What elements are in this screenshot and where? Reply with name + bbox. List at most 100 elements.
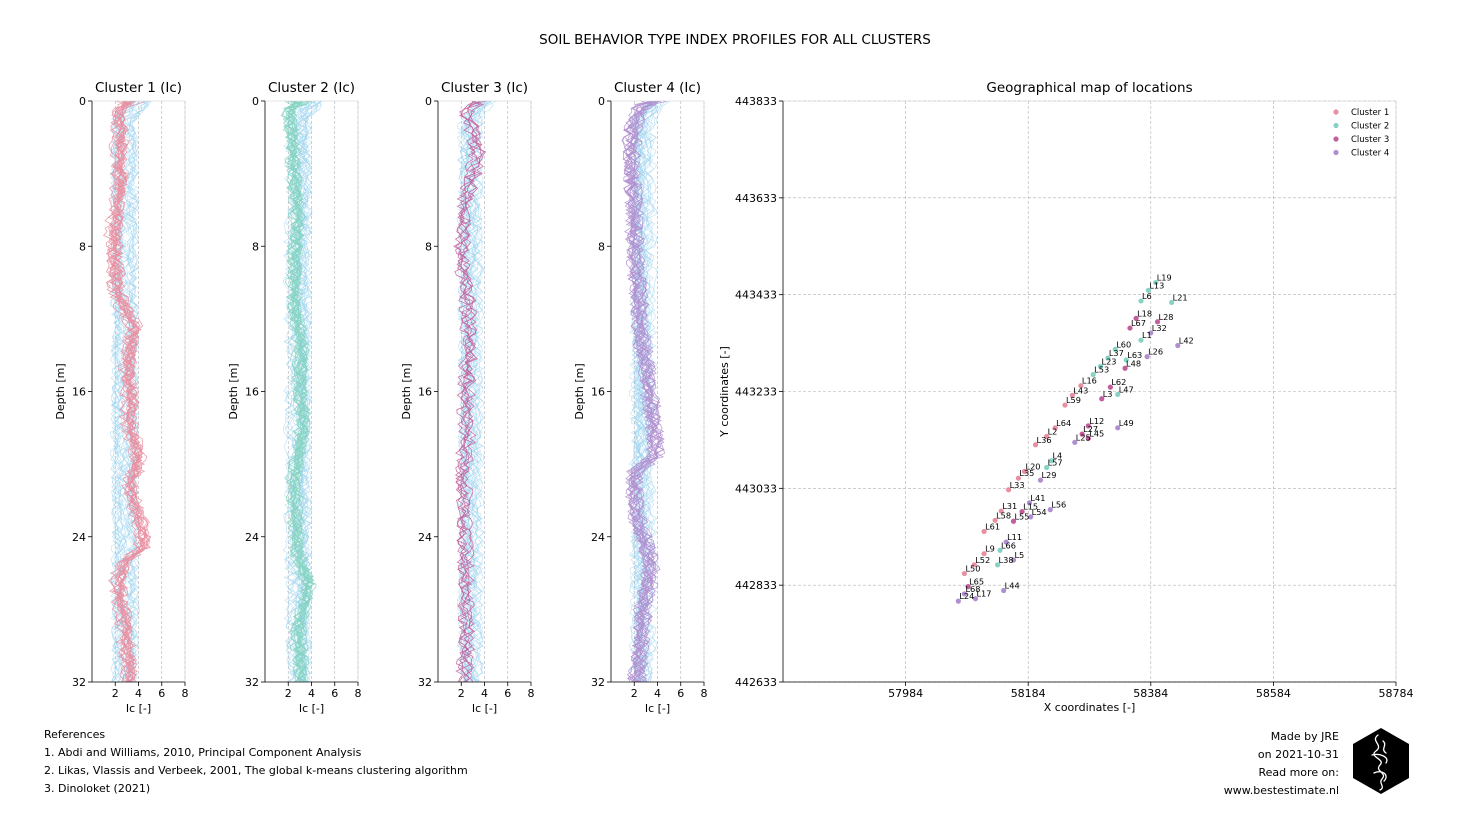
legend-marker bbox=[1333, 136, 1339, 142]
y-tick-label: 32 bbox=[245, 676, 259, 689]
location-label: L36 bbox=[1037, 435, 1052, 445]
background-profile-line bbox=[282, 101, 300, 682]
y-tick-label: 32 bbox=[418, 676, 432, 689]
y-tick-label: 16 bbox=[245, 386, 259, 399]
location-label: L11 bbox=[1007, 532, 1022, 542]
cluster-profile-line bbox=[102, 101, 142, 682]
location-point bbox=[1010, 518, 1017, 524]
location-point bbox=[1048, 458, 1055, 464]
location-point bbox=[1145, 287, 1151, 293]
location-label: L58 bbox=[996, 510, 1011, 520]
panel-title: Cluster 2 (Ic) bbox=[268, 80, 355, 96]
x-tick-label: 58584 bbox=[1256, 687, 1291, 700]
y-tick-label: 443433 bbox=[735, 289, 777, 302]
location-label: L25 bbox=[1076, 432, 1091, 442]
x-tick-label: 8 bbox=[182, 687, 189, 700]
location-label: L33 bbox=[1010, 480, 1025, 490]
location-point bbox=[1138, 298, 1144, 304]
location-label: L13 bbox=[1149, 280, 1164, 290]
y-tick-label: 8 bbox=[252, 240, 259, 253]
background-profile-line bbox=[471, 101, 489, 682]
location-label: L49 bbox=[1119, 418, 1134, 428]
location-label: L54 bbox=[1032, 507, 1047, 517]
location-label: L9 bbox=[985, 544, 995, 554]
x-axis-label: Ic [-] bbox=[126, 702, 151, 715]
location-point bbox=[1148, 330, 1154, 336]
location-label: L4 bbox=[1052, 451, 1062, 461]
location-label: L18 bbox=[1137, 308, 1152, 318]
y-tick-label: 16 bbox=[72, 386, 86, 399]
x-tick-label: 6 bbox=[158, 687, 165, 700]
location-point bbox=[1047, 507, 1053, 513]
location-label: L57 bbox=[1048, 458, 1063, 468]
location-point bbox=[1122, 365, 1128, 371]
location-label: L32 bbox=[1152, 323, 1167, 333]
location-label: L37 bbox=[1109, 348, 1124, 358]
location-point bbox=[1154, 319, 1161, 325]
x-tick-label: 4 bbox=[654, 687, 661, 700]
location-label: L67 bbox=[1131, 318, 1146, 328]
location-label: L42 bbox=[1179, 336, 1194, 346]
location-point bbox=[1107, 384, 1113, 390]
location-point bbox=[1127, 325, 1133, 331]
date-text: on 2021-10-31 bbox=[1257, 748, 1339, 761]
y-tick-label: 0 bbox=[598, 95, 605, 108]
y-tick-label: 443033 bbox=[735, 482, 777, 495]
x-tick-label: 2 bbox=[631, 687, 638, 700]
location-point bbox=[1123, 357, 1129, 363]
location-label: L2 bbox=[1048, 427, 1058, 437]
location-point bbox=[1003, 539, 1009, 545]
x-tick-label: 57984 bbox=[888, 687, 923, 700]
cluster-profile-line bbox=[280, 101, 309, 682]
location-label: L45 bbox=[1089, 428, 1104, 438]
location-point bbox=[1069, 392, 1075, 398]
location-point bbox=[961, 570, 968, 577]
y-tick-label: 32 bbox=[72, 676, 86, 689]
x-tick-label: 6 bbox=[331, 687, 338, 700]
location-point bbox=[1032, 442, 1039, 448]
x-axis-label: X coordinates [-] bbox=[1044, 701, 1135, 714]
background-profile-line bbox=[465, 101, 484, 682]
y-tick-label: 16 bbox=[418, 386, 432, 399]
location-label: L31 bbox=[1002, 501, 1017, 511]
x-axis-label: Ic [-] bbox=[299, 702, 324, 715]
main-title: SOIL BEHAVIOR TYPE INDEX PROFILES FOR AL… bbox=[539, 32, 931, 48]
location-label: L68 bbox=[965, 584, 980, 594]
location-point bbox=[1043, 433, 1050, 440]
x-tick-label: 2 bbox=[112, 687, 119, 700]
location-label: L12 bbox=[1089, 416, 1104, 426]
location-label: L35 bbox=[1019, 468, 1034, 478]
website-link[interactable]: www.bestestimate.nl bbox=[1223, 784, 1339, 797]
location-point bbox=[1085, 423, 1091, 429]
location-label: L1 bbox=[1142, 330, 1152, 340]
y-axis-label: Depth [m] bbox=[573, 363, 586, 419]
y-tick-label: 24 bbox=[591, 531, 605, 544]
cluster-profile-line bbox=[455, 101, 481, 682]
location-point bbox=[1037, 477, 1044, 483]
references: References 1. Abdi and Williams, 2010, P… bbox=[44, 726, 468, 798]
x-tick-label: 2 bbox=[285, 687, 292, 700]
y-tick-label: 443633 bbox=[735, 192, 777, 205]
cluster-profile-line bbox=[287, 101, 317, 682]
y-tick-label: 442633 bbox=[735, 676, 777, 689]
location-point bbox=[1043, 464, 1050, 471]
location-point bbox=[997, 547, 1003, 553]
location-point bbox=[961, 591, 968, 597]
location-point bbox=[992, 517, 998, 523]
x-tick-label: 4 bbox=[481, 687, 488, 700]
cluster-profile-line bbox=[629, 101, 664, 682]
legend-marker bbox=[1333, 122, 1339, 129]
location-point bbox=[1115, 391, 1121, 398]
location-label: L6 bbox=[1142, 291, 1152, 301]
legend-label: Cluster 4 bbox=[1351, 149, 1389, 159]
location-label: L3 bbox=[1103, 389, 1113, 399]
location-label: L66 bbox=[1001, 540, 1016, 550]
location-label: L23 bbox=[1102, 356, 1117, 366]
location-label: L28 bbox=[1159, 312, 1174, 322]
location-point bbox=[1105, 355, 1111, 361]
y-tick-label: 8 bbox=[425, 240, 432, 253]
